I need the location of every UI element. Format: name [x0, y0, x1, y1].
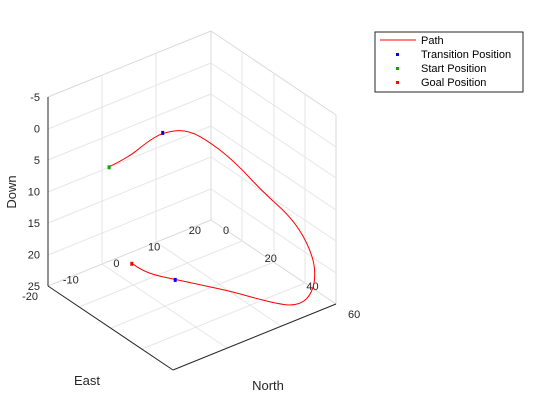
y-tick-label: -20 [22, 291, 38, 303]
legend-transition-label: Transition Position [421, 49, 511, 61]
legend-box [374, 31, 524, 93]
legend: Path Transition Position Start Position … [374, 31, 524, 93]
transition-position-marker [173, 277, 177, 282]
plot-area [107, 130, 316, 306]
y-axis-title: East [74, 373, 100, 388]
y-tick-label: -10 [63, 275, 79, 287]
path-series-line [108, 130, 316, 306]
x-tick-label: 60 [348, 309, 360, 321]
legend-goal-swatch [396, 81, 399, 84]
tick-labels: -5 0 5 10 15 20 25-20 -10 0 10 20 0 20 40 60 [22, 92, 360, 321]
y-axis-line [47, 285, 174, 371]
z-tick-label: 0 [34, 124, 40, 136]
y-tick-label: 10 [148, 242, 160, 254]
x-tick-label: 20 [265, 253, 277, 265]
legend-path-label: Path [421, 35, 444, 47]
x-tick-label: 0 [223, 225, 229, 237]
x-axis-title: North [252, 378, 284, 393]
z-axis-title: Down [4, 175, 19, 208]
start-position-marker [107, 165, 111, 170]
z-tick-label: 25 [28, 281, 40, 293]
legend-start-label: Start Position [421, 63, 486, 75]
z-tick-label: 10 [28, 187, 40, 199]
z-tick-label: 20 [28, 250, 40, 262]
legend-goal-label: Goal Position [421, 77, 486, 89]
y-tick-label: 20 [189, 225, 201, 237]
legend-start-swatch [396, 67, 399, 70]
grid-back [47, 30, 337, 371]
z-tick-label: -5 [30, 92, 40, 104]
z-tick-label: 15 [28, 218, 40, 230]
axes [47, 97, 337, 371]
y-tick-label: 0 [113, 258, 119, 270]
transition-position-marker [161, 130, 165, 135]
x-tick-label: 40 [306, 281, 318, 293]
x-axis-line [172, 303, 337, 371]
legend-transition-swatch [396, 53, 399, 56]
z-tick-label: 5 [34, 155, 40, 167]
goal-position-marker [130, 261, 134, 266]
